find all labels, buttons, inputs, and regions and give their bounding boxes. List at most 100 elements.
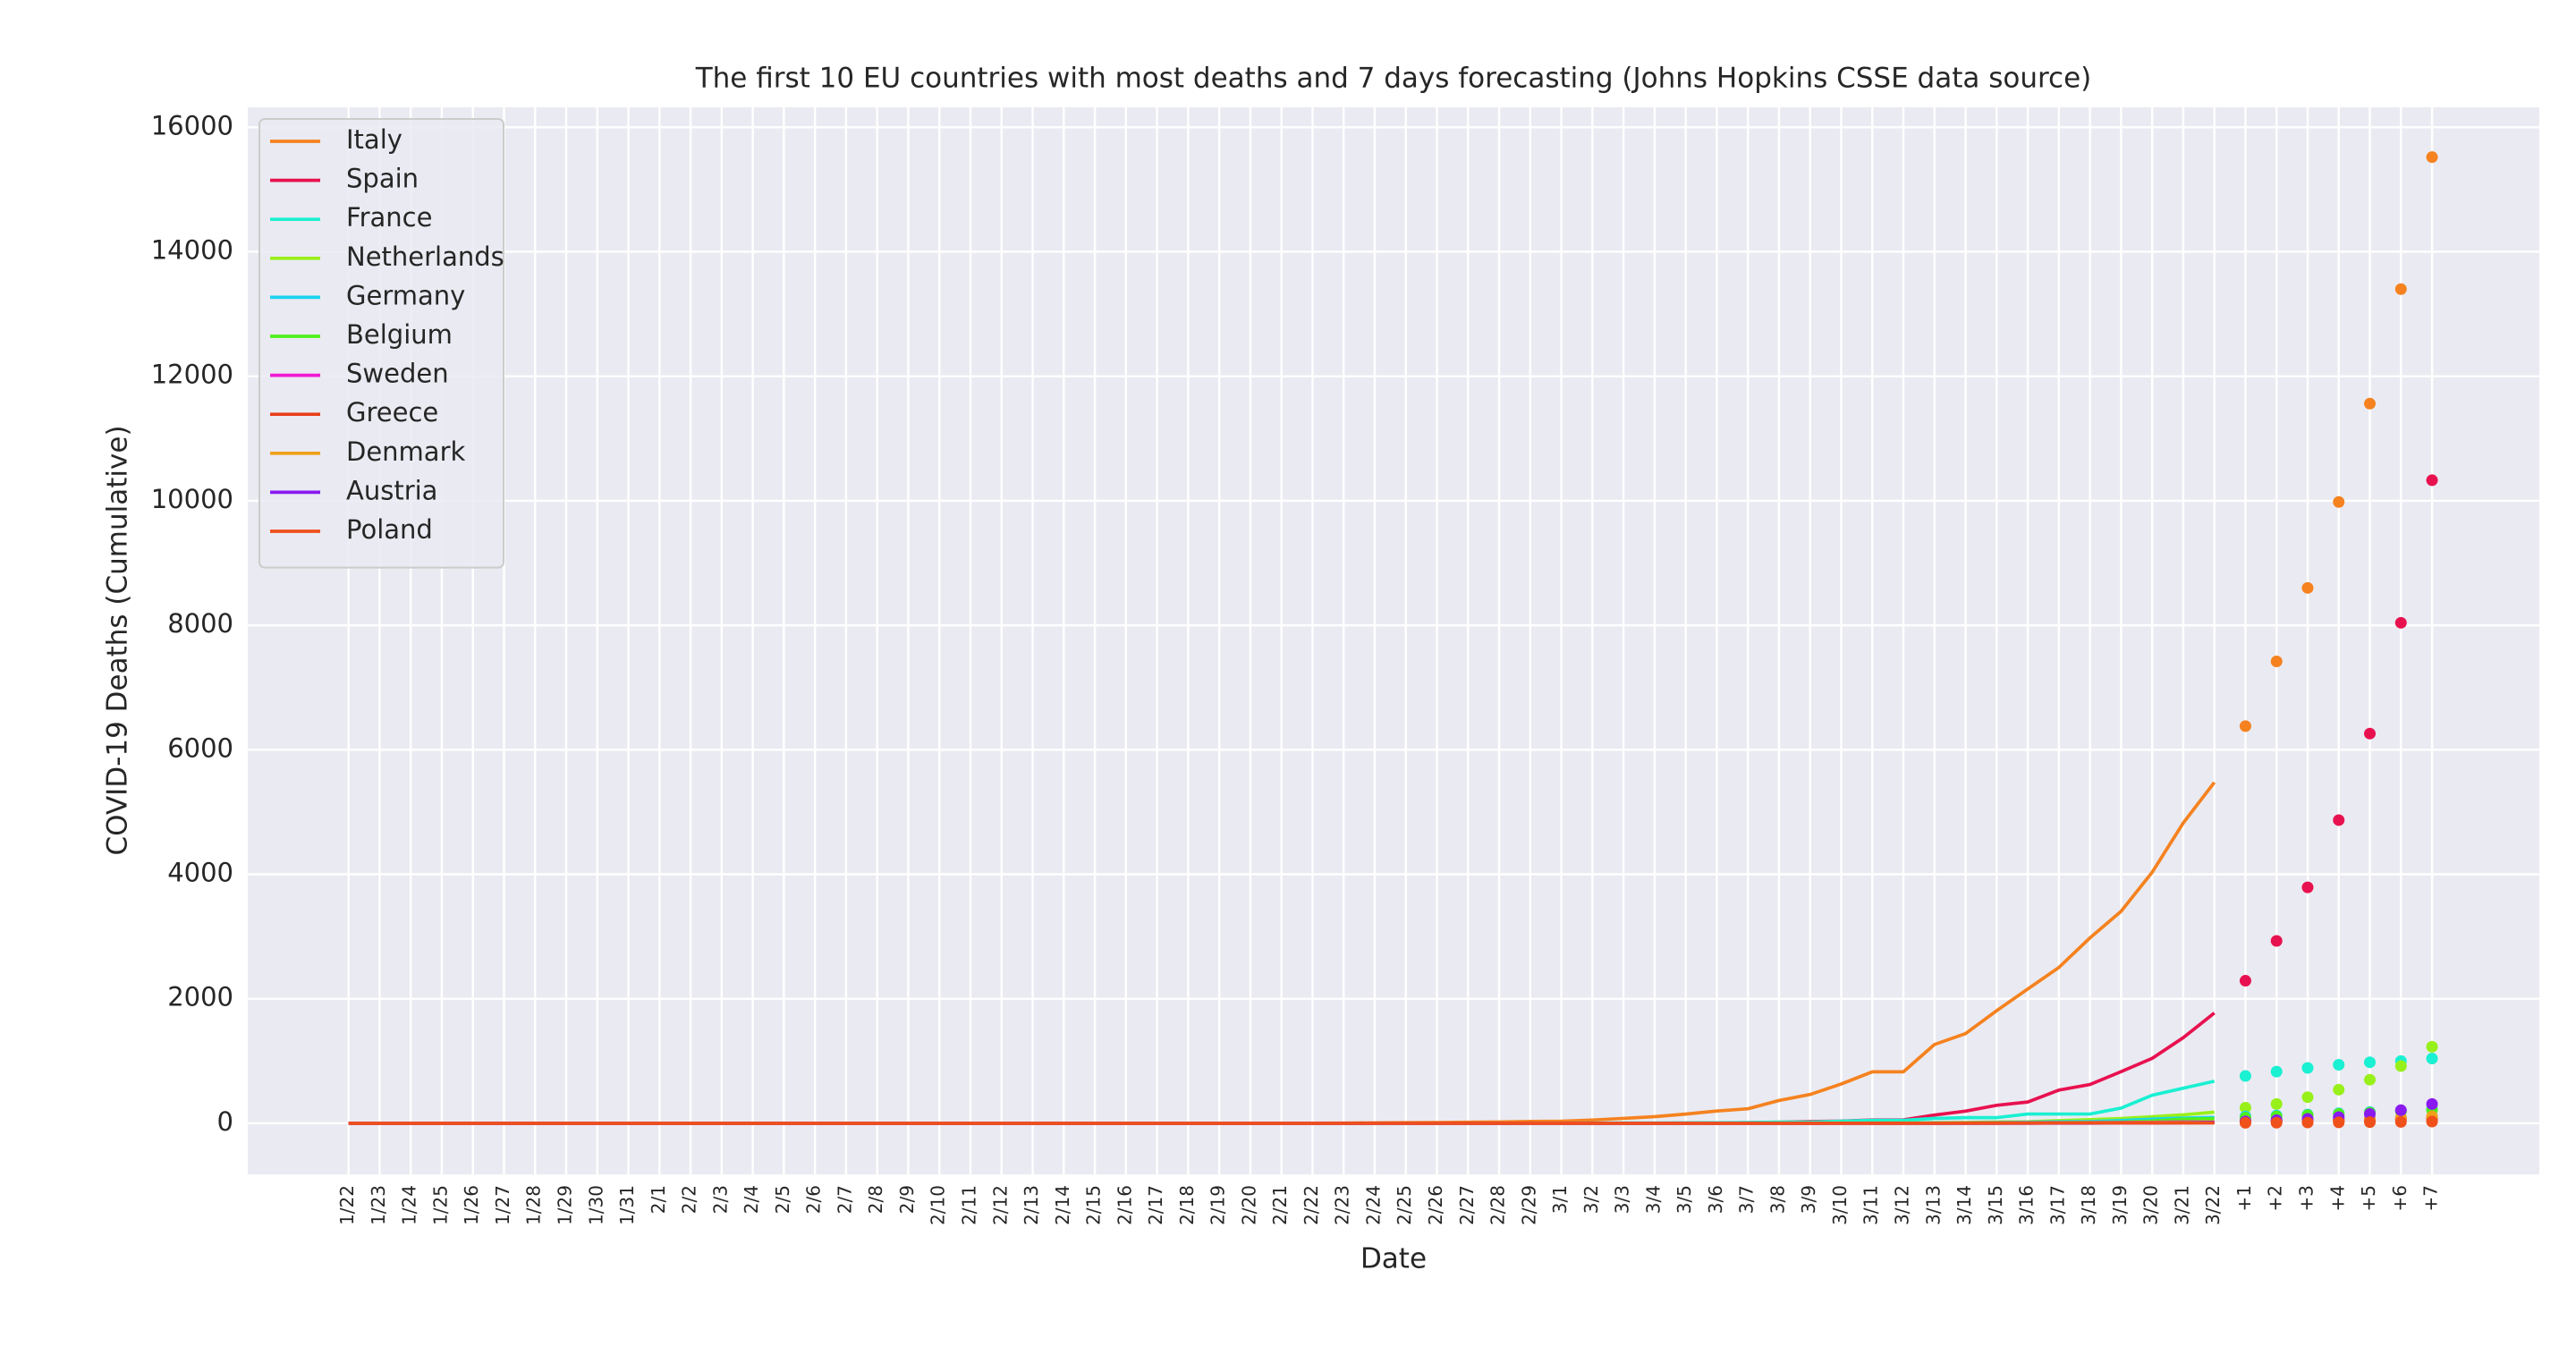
y-tick-label: 8000: [167, 608, 233, 639]
x-tick-label: 2/1: [648, 1185, 669, 1214]
x-tick-label: 3/4: [1642, 1185, 1664, 1214]
legend-label: Netherlands: [346, 241, 504, 272]
x-tick-label: 3/1: [1549, 1185, 1571, 1214]
x-tick-label: 2/25: [1394, 1185, 1415, 1225]
x-tick-label: 2/6: [803, 1185, 825, 1214]
x-tick-label: 2/22: [1301, 1185, 1322, 1225]
y-tick-label: 4000: [167, 858, 233, 888]
forecast-point: [2270, 1065, 2283, 1078]
x-tick-label: 2/10: [928, 1185, 949, 1225]
x-tick-label: 3/19: [2109, 1185, 2131, 1225]
x-tick-label: 3/7: [1736, 1185, 1758, 1214]
chart-title: The first 10 EU countries with most deat…: [695, 63, 2092, 95]
forecast-point: [2394, 616, 2407, 629]
x-tick-label: 1/28: [523, 1185, 545, 1225]
x-tick-label: 3/18: [2078, 1185, 2099, 1225]
x-tick-label: 2/29: [1518, 1185, 1539, 1225]
forecast-point: [2364, 397, 2377, 410]
x-tick-label: 3/5: [1674, 1185, 1695, 1214]
x-tick-label: 3/20: [2140, 1185, 2162, 1225]
y-tick-label: 14000: [151, 234, 233, 265]
x-tick-label: +6: [2389, 1185, 2411, 1211]
x-tick-label: +5: [2358, 1185, 2379, 1211]
forecast-point: [2270, 1116, 2283, 1129]
forecast-point: [2301, 1116, 2314, 1129]
legend-box: [258, 118, 504, 569]
legend-label: France: [346, 202, 432, 233]
x-tick-label: 2/21: [1269, 1185, 1291, 1225]
forecast-point: [2426, 1115, 2438, 1128]
x-tick-label: 2/2: [679, 1185, 700, 1214]
x-tick-label: +3: [2295, 1185, 2317, 1211]
x-tick-label: 3/12: [1892, 1185, 1913, 1225]
y-tick-label: 0: [217, 1106, 233, 1137]
y-tick-label: 12000: [151, 360, 233, 390]
x-tick-label: 3/10: [1829, 1185, 1851, 1225]
forecast-point: [2364, 1116, 2377, 1129]
x-tick-label: +7: [2420, 1185, 2442, 1211]
x-tick-label: 3/6: [1705, 1185, 1726, 1214]
x-tick-label: 1/26: [461, 1185, 482, 1225]
x-tick-label: 3/2: [1580, 1185, 1602, 1214]
x-tick-label: 1/23: [368, 1185, 389, 1225]
legend-label: Belgium: [346, 319, 453, 350]
forecast-point: [2239, 975, 2251, 987]
x-tick-label: 1/22: [336, 1185, 358, 1225]
x-tick-label: 3/14: [1953, 1185, 1975, 1225]
x-tick-label: 2/26: [1425, 1185, 1446, 1225]
x-tick-label: 3/13: [1922, 1185, 1944, 1225]
x-tick-label: 2/15: [1083, 1185, 1105, 1225]
forecast-point: [2426, 1053, 2438, 1065]
forecast-point: [2270, 935, 2283, 947]
forecast-point: [2426, 151, 2438, 164]
x-tick-label: 2/9: [896, 1185, 918, 1214]
x-tick-label: +1: [2233, 1185, 2255, 1211]
x-tick-label: 2/7: [834, 1185, 855, 1214]
y-tick-label: 2000: [167, 982, 233, 1012]
x-tick-label: 3/3: [1612, 1185, 1633, 1214]
legend-label: Austria: [346, 475, 437, 505]
x-tick-label: 2/11: [958, 1185, 979, 1225]
forecast-point: [2394, 1104, 2407, 1116]
y-axis-label: COVID-19 Deaths (Cumulative): [102, 425, 134, 855]
x-tick-label: 3/15: [1985, 1185, 2006, 1225]
x-tick-label: 2/19: [1208, 1185, 1229, 1225]
forecast-point: [2364, 1107, 2377, 1120]
x-tick-label: 3/22: [2202, 1185, 2224, 1225]
legend-label: Sweden: [346, 359, 449, 389]
forecast-point: [2394, 1115, 2407, 1128]
x-axis-label: Date: [1360, 1243, 1427, 1275]
x-tick-label: 2/20: [1238, 1185, 1259, 1225]
forecast-point: [2239, 720, 2251, 733]
forecast-point: [2270, 1097, 2283, 1110]
forecast-point: [2426, 1040, 2438, 1053]
legend-label: Germany: [346, 280, 465, 310]
x-tick-label: 2/27: [1456, 1185, 1478, 1225]
marks: [348, 151, 2438, 1129]
x-tick-label: 1/31: [616, 1185, 638, 1225]
forecast-point: [2239, 1102, 2251, 1114]
legend-label: Italy: [346, 124, 402, 155]
forecast-point: [2333, 495, 2345, 508]
y-tick-label: 6000: [167, 733, 233, 763]
forecast-point: [2394, 283, 2407, 295]
x-tick-label: 3/11: [1860, 1185, 1882, 1225]
x-tick-label: 2/3: [709, 1185, 731, 1214]
x-tick-label: 2/18: [1176, 1185, 1198, 1225]
x-tick-label: 3/21: [2171, 1185, 2192, 1225]
legend-label: Poland: [346, 514, 433, 545]
forecast-point: [2239, 1070, 2251, 1082]
forecast-point: [2301, 581, 2314, 594]
x-tick-label: 3/8: [1767, 1185, 1788, 1214]
x-tick-label: 1/24: [399, 1185, 420, 1225]
x-tick-label: 2/16: [1114, 1185, 1135, 1225]
forecast-point: [2301, 881, 2314, 893]
legend: Italy Spain France Netherlands Germany Belgiu…: [258, 118, 504, 569]
x-tick-label: 1/29: [555, 1185, 576, 1225]
x-tick-label: 3/16: [2016, 1185, 2038, 1225]
forecast-point: [2364, 727, 2377, 740]
legend-label: Greece: [346, 397, 438, 428]
forecast-point: [2364, 1073, 2377, 1086]
forecast-point: [2301, 1091, 2314, 1104]
